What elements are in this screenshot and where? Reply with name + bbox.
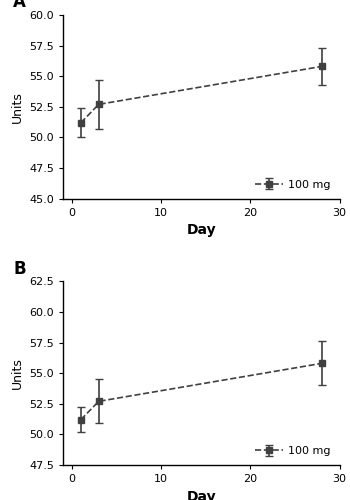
Text: B: B xyxy=(13,260,26,278)
Legend: 100 mg: 100 mg xyxy=(251,176,334,193)
X-axis label: Day: Day xyxy=(187,224,216,237)
Y-axis label: Units: Units xyxy=(10,357,23,389)
Y-axis label: Units: Units xyxy=(10,91,23,123)
Text: A: A xyxy=(13,0,26,12)
X-axis label: Day: Day xyxy=(187,490,216,500)
Legend: 100 mg: 100 mg xyxy=(251,443,334,460)
